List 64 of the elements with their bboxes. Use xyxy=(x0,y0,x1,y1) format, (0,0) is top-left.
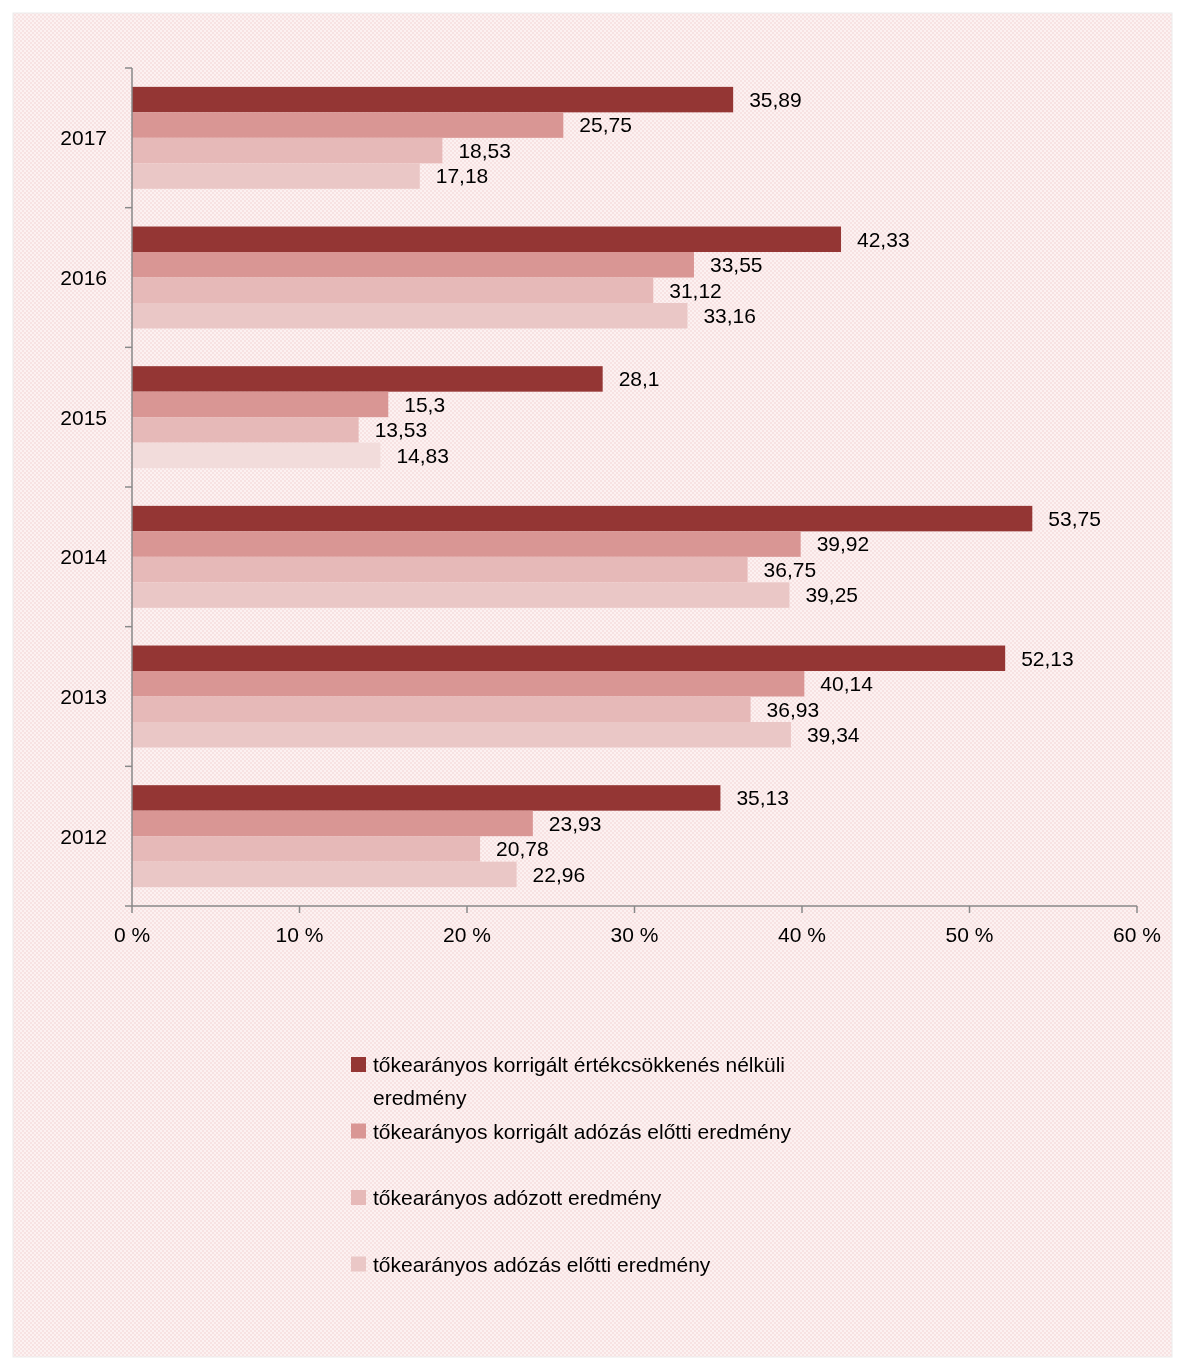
data-label: 36,93 xyxy=(766,697,820,721)
y-tick-label: 2012 xyxy=(60,824,107,848)
bar xyxy=(132,785,721,811)
bar xyxy=(132,810,533,837)
x-tick-label: 60 % xyxy=(1113,923,1161,946)
data-label: 53,75 xyxy=(1048,506,1101,530)
data-label: 20,78 xyxy=(496,837,549,861)
bar xyxy=(132,531,801,557)
bar xyxy=(132,391,389,418)
legend-label: tőkearányos adózott eredmény xyxy=(373,1186,662,1210)
data-label: 18,53 xyxy=(458,138,511,162)
y-tick-label: 2015 xyxy=(60,405,107,429)
data-label: 14,83 xyxy=(396,443,449,467)
data-label: 28,1 xyxy=(618,367,660,391)
bar xyxy=(132,721,791,748)
bar xyxy=(132,671,805,697)
bar xyxy=(132,366,603,392)
bar xyxy=(132,252,694,278)
data-label: 40,14 xyxy=(820,672,874,696)
bar xyxy=(132,696,751,722)
data-label: 23,93 xyxy=(548,811,602,835)
x-tick-label: 10 % xyxy=(275,923,324,946)
bar xyxy=(132,836,481,862)
data-label: 42,33 xyxy=(857,227,910,251)
y-tick-label: 2013 xyxy=(60,684,107,708)
data-label: 39,34 xyxy=(806,723,860,747)
data-label: 15,3 xyxy=(404,392,446,416)
bar xyxy=(132,442,381,469)
bar xyxy=(132,277,654,303)
data-label: 22,96 xyxy=(532,862,586,886)
bar xyxy=(132,645,1006,672)
bar xyxy=(132,137,443,164)
x-tick-label: 50 % xyxy=(945,923,994,946)
y-tick-label: 2014 xyxy=(60,545,108,569)
bar xyxy=(132,417,359,443)
y-tick-label: 2017 xyxy=(60,126,107,150)
data-label: 31,12 xyxy=(669,278,722,302)
x-tick-label: 0 % xyxy=(113,923,151,946)
bar xyxy=(132,86,734,113)
bar xyxy=(132,582,790,608)
legend-label: tőkearányos korrigált adózás előtti eredmény xyxy=(373,1119,792,1143)
y-tick-label: 2016 xyxy=(60,265,107,289)
data-label: 39,92 xyxy=(816,532,870,556)
data-label: 13,53 xyxy=(374,418,428,442)
data-label: 35,13 xyxy=(736,786,789,810)
data-label: 25,75 xyxy=(579,113,632,137)
data-label: 35,89 xyxy=(749,87,802,111)
bar xyxy=(132,505,1033,532)
bar xyxy=(132,112,564,138)
data-label: 33,55 xyxy=(709,253,763,277)
bar xyxy=(132,163,420,189)
bar xyxy=(132,226,842,253)
data-label: 17,18 xyxy=(435,164,489,188)
data-label: 52,13 xyxy=(1021,646,1074,670)
x-tick-label: 30 % xyxy=(610,923,659,946)
legend-label: tőkearányos adózás előtti eredmény xyxy=(373,1252,711,1276)
data-label: 33,16 xyxy=(703,304,756,328)
bar xyxy=(132,861,517,888)
bar xyxy=(132,556,748,583)
x-tick-label: 40 % xyxy=(778,923,826,946)
bar xyxy=(132,302,688,329)
x-tick-label: 20 % xyxy=(443,923,491,946)
data-label: 39,25 xyxy=(805,583,858,607)
data-label: 36,75 xyxy=(763,557,817,581)
